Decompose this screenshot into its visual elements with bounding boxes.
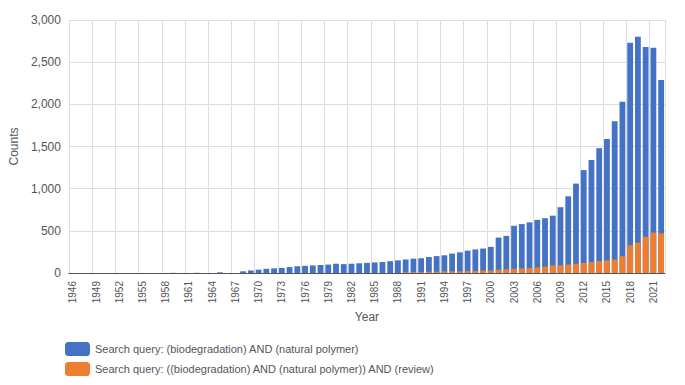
svg-text:1961: 1961: [183, 281, 194, 304]
svg-text:2021: 2021: [648, 281, 659, 304]
svg-text:1994: 1994: [439, 281, 450, 304]
svg-text:1985: 1985: [369, 281, 380, 304]
svg-text:Search query: ((biodegradation: Search query: ((biodegradation) AND (nat…: [95, 363, 434, 375]
svg-text:2018: 2018: [625, 281, 636, 304]
svg-text:1979: 1979: [323, 281, 334, 304]
svg-text:2,500: 2,500: [31, 55, 61, 69]
svg-text:1967: 1967: [230, 281, 241, 304]
svg-text:1,500: 1,500: [31, 140, 61, 154]
svg-text:1949: 1949: [91, 281, 102, 304]
svg-text:1958: 1958: [160, 281, 171, 304]
svg-text:1,000: 1,000: [31, 182, 61, 196]
svg-text:500: 500: [41, 224, 61, 238]
svg-text:Year: Year: [355, 310, 379, 324]
svg-text:1976: 1976: [300, 281, 311, 304]
svg-text:1982: 1982: [346, 281, 357, 304]
svg-text:1952: 1952: [114, 281, 125, 304]
svg-text:1973: 1973: [276, 281, 287, 304]
svg-text:2015: 2015: [601, 281, 612, 304]
svg-text:1964: 1964: [207, 281, 218, 304]
svg-text:1955: 1955: [137, 281, 148, 304]
svg-text:1970: 1970: [253, 281, 264, 304]
svg-text:2000: 2000: [485, 281, 496, 304]
svg-text:1997: 1997: [462, 281, 473, 304]
svg-text:3,000: 3,000: [31, 13, 61, 27]
svg-text:Counts: Counts: [7, 127, 21, 165]
svg-text:Search query: (biodegradation): Search query: (biodegradation) AND (natu…: [95, 343, 359, 355]
svg-text:1991: 1991: [416, 281, 427, 304]
svg-text:2012: 2012: [578, 281, 589, 304]
svg-text:2,000: 2,000: [31, 97, 61, 111]
svg-text:0: 0: [54, 266, 61, 280]
svg-text:1988: 1988: [392, 281, 403, 304]
svg-text:1946: 1946: [67, 281, 78, 304]
svg-text:2006: 2006: [532, 281, 543, 304]
svg-text:2003: 2003: [509, 281, 520, 304]
svg-text:2009: 2009: [555, 281, 566, 304]
